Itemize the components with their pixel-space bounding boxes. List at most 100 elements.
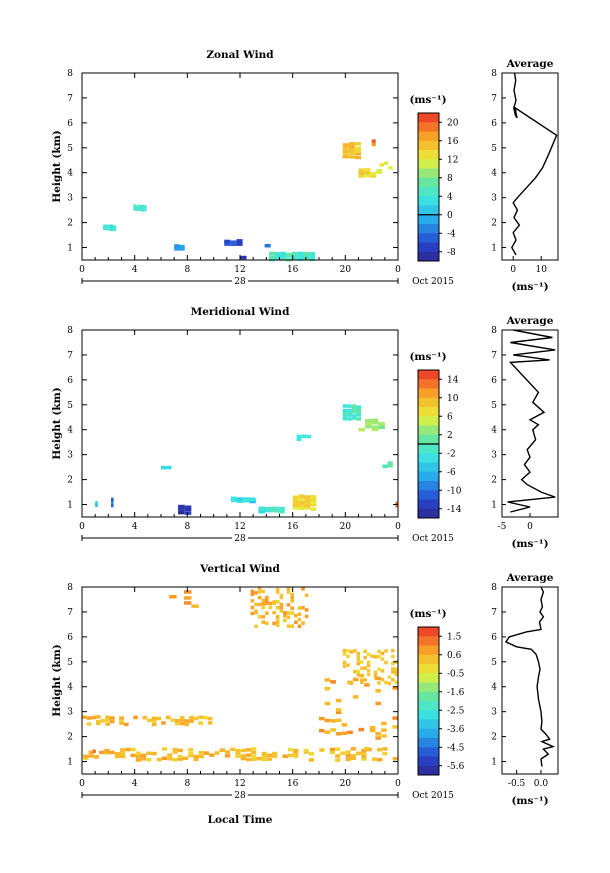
y-tick-label: 6	[67, 633, 73, 643]
heatmap-cell	[139, 207, 143, 212]
heatmap-cell	[304, 495, 311, 499]
x-tick-label: 0	[79, 265, 85, 275]
heatmap-cell	[292, 506, 299, 510]
colorbar-swatch	[418, 196, 439, 206]
heatmap-cell	[279, 595, 284, 600]
heatmap-cell	[265, 506, 272, 511]
heatmap-cell	[310, 497, 317, 502]
heatmap-cell	[189, 715, 194, 720]
heatmap-cell	[237, 499, 244, 504]
heatmap-cell	[369, 726, 376, 730]
colorbar-swatch	[418, 214, 439, 225]
heatmap-cell	[100, 719, 106, 723]
x-tick-label: 8	[184, 265, 190, 275]
heatmap-cell	[350, 756, 356, 761]
heatmap-cell	[341, 723, 348, 727]
heatmap-cell	[142, 716, 148, 720]
heatmap-cell	[141, 757, 147, 761]
heatmap-cell	[286, 590, 291, 594]
heatmap-cell	[151, 722, 157, 727]
heatmap-cell	[184, 505, 192, 509]
colorbar-swatch	[418, 159, 439, 169]
heatmap-cell	[366, 660, 371, 665]
heatmap-cell	[120, 751, 126, 755]
heatmap-cell	[287, 753, 294, 758]
heatmap-cell	[257, 590, 262, 594]
heatmap-cell	[361, 754, 367, 758]
heatmap-cell	[395, 504, 398, 508]
heatmap-cell	[103, 224, 107, 228]
colorbar-tick-label: 16	[447, 137, 459, 147]
colorbar-swatch	[418, 233, 439, 243]
heatmap-cell	[236, 239, 243, 243]
average-unit-label: (ms⁻¹)	[511, 795, 548, 807]
heatmap-cell	[142, 204, 145, 209]
heatmap-cell	[274, 256, 281, 261]
heatmap-cell	[308, 752, 314, 756]
heatmap-cell	[345, 754, 351, 758]
heatmap-cell	[130, 753, 136, 758]
colorbar-tick-label: 8	[447, 174, 453, 184]
heatmap-cell	[261, 602, 265, 606]
colorbar-tick-label: -2	[447, 449, 456, 459]
heatmap-cell	[243, 499, 250, 503]
heatmap-cell	[111, 500, 114, 504]
average-y-tick-label: 2	[491, 476, 497, 486]
heatmap-cell	[355, 142, 362, 146]
heatmap-cell	[214, 751, 220, 755]
heatmap-cell	[308, 758, 314, 762]
heatmap-cell	[91, 715, 96, 720]
heatmap-cell	[230, 498, 238, 503]
heatmap-cell	[351, 416, 357, 420]
heatmap-cell	[268, 601, 273, 606]
heatmap-cell	[95, 503, 98, 507]
heatmap-cells	[95, 404, 398, 515]
heatmap-cell	[250, 589, 255, 594]
average-x-tick-label: 0.0	[534, 779, 549, 789]
heatmap-cell	[188, 751, 194, 756]
heatmap-cell	[135, 207, 138, 212]
heatmap-cell	[394, 680, 398, 685]
heatmap-cell	[290, 599, 294, 603]
heatmap-cell	[382, 464, 388, 468]
heatmap-cell	[282, 754, 288, 758]
heatmap-cell	[254, 609, 258, 613]
heatmap-cell	[342, 411, 348, 415]
colorbar-swatch	[418, 150, 439, 160]
heatmap-cell	[251, 750, 257, 755]
colorbar-tick-label: -4.5	[447, 743, 465, 753]
average-y-tick-label: 6	[491, 376, 497, 386]
heatmap-cell	[245, 753, 252, 757]
heatmap-cell	[330, 728, 336, 732]
date-label: Oct 2015	[412, 534, 454, 544]
average-y-tick-label: 3	[491, 194, 497, 204]
heatmap-cell	[347, 413, 352, 417]
average-y-tick-label: 4	[491, 426, 497, 436]
heatmap-cell	[133, 207, 136, 211]
heatmap-cell	[342, 652, 347, 656]
colorbar-swatch	[418, 397, 439, 408]
heatmap-cell	[261, 589, 265, 594]
heatmap-cell	[179, 716, 185, 720]
heatmap-cell	[161, 465, 172, 470]
heatmap-cell	[301, 587, 305, 591]
heatmap-cell	[370, 174, 377, 178]
heatmap-cell	[335, 698, 342, 703]
heatmap-cell	[377, 681, 381, 685]
heatmap-cell	[310, 502, 317, 507]
date-label: Oct 2015	[412, 277, 454, 287]
average-profile-line	[510, 72, 558, 256]
heatmap-cell	[356, 651, 360, 656]
heatmap-cell	[144, 205, 147, 209]
heatmap-cell	[347, 404, 352, 408]
x-tick-label: 4	[132, 522, 138, 532]
heatmap-cell	[319, 748, 325, 752]
heatmap-cell	[106, 227, 110, 231]
heatmap-cell	[342, 151, 349, 156]
average-y-tick-label: 1	[491, 244, 497, 254]
heatmap-cell	[230, 496, 238, 500]
heatmap-cell	[265, 621, 269, 625]
heatmap-cell	[310, 495, 317, 499]
